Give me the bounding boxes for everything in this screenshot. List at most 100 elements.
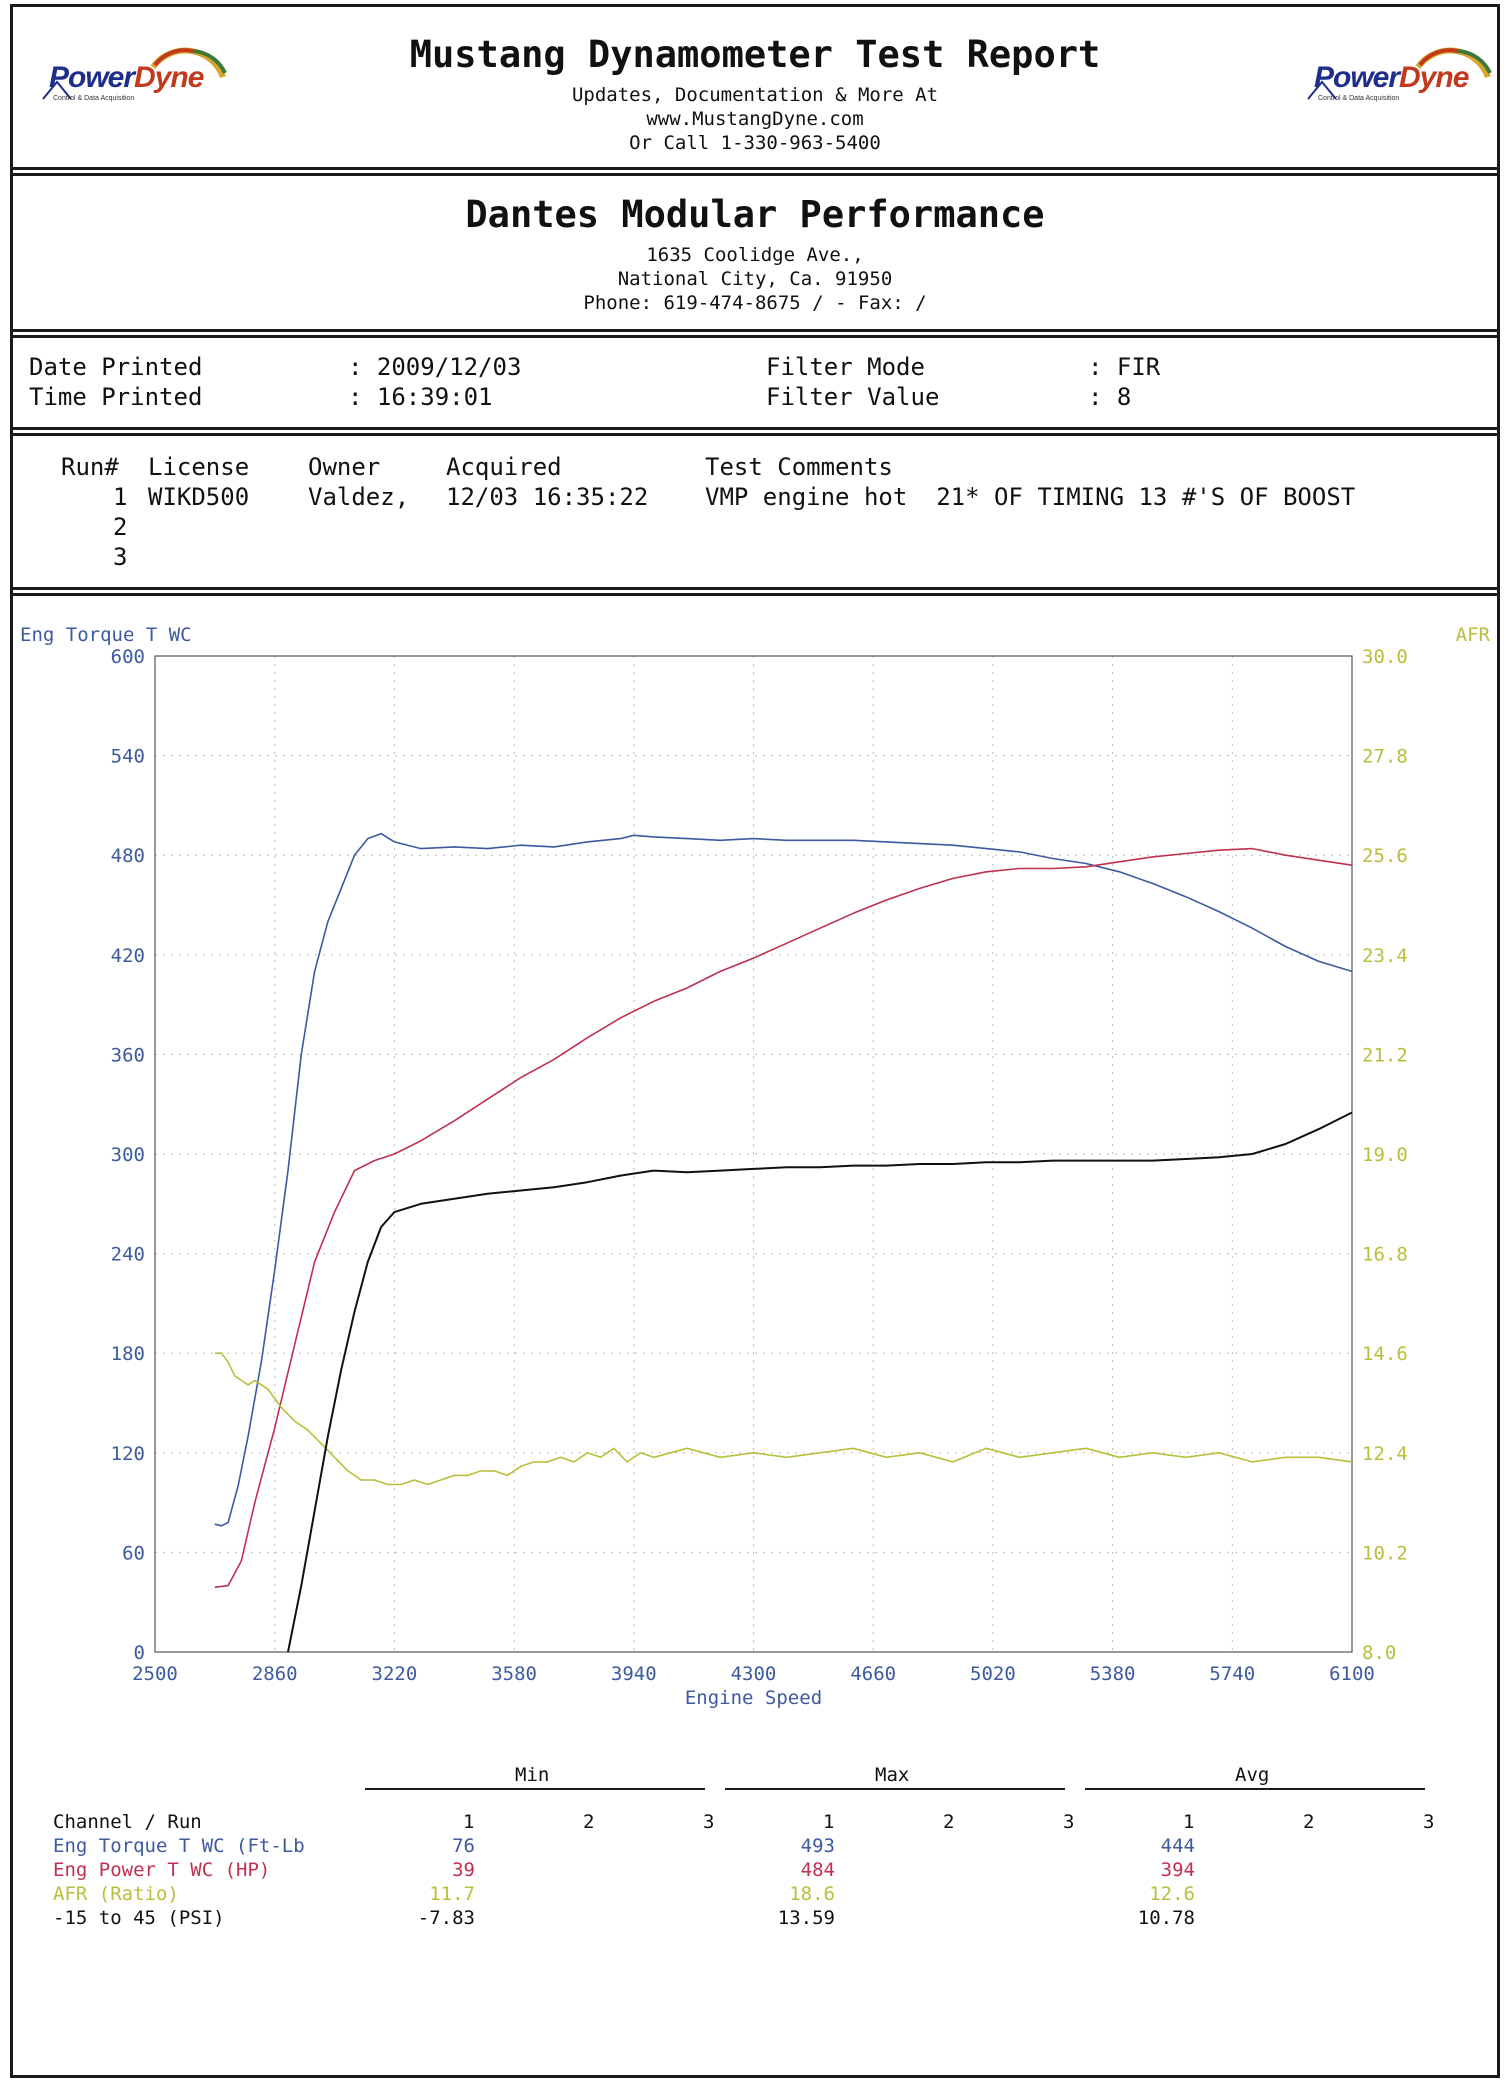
powerdyne-logo-right: PowerDyne Control & Data Acquisition: [1288, 37, 1498, 112]
y2-tick-label: 19.0: [1362, 1144, 1408, 1166]
x-tick-label: 4660: [850, 1663, 896, 1685]
y-tick-label: 360: [111, 1044, 145, 1066]
logo-arc-icon: [42, 47, 227, 100]
logo-text: PowerDyne: [49, 61, 204, 94]
filter-value-label: Filter Value: [766, 383, 940, 411]
stats-avg-value: 394: [1160, 1859, 1195, 1881]
runs-header-license: License: [148, 453, 250, 481]
logo-arc-icon: [1307, 47, 1492, 100]
logo-text: PowerDyne: [1314, 61, 1469, 94]
stats-max-value: 493: [800, 1835, 835, 1857]
y2-tick-label: 16.8: [1362, 1244, 1408, 1266]
runs-header-comments: Test Comments: [705, 453, 893, 481]
stats-min-value: 11.7: [429, 1883, 475, 1905]
stats-channel-header: Channel / Run: [53, 1811, 202, 1833]
runs-header-owner: Owner: [308, 453, 381, 481]
stats-max-value: 18.6: [789, 1883, 835, 1905]
y-tick-label: 600: [111, 646, 145, 668]
stats-run-col: 3: [1063, 1811, 1075, 1833]
filter-mode-label: Filter Mode: [766, 353, 925, 381]
header-phone: Or Call 1-330-963-5400: [629, 132, 881, 154]
stats-run-col: 1: [1183, 1811, 1195, 1833]
stats-run-col: 3: [703, 1811, 715, 1833]
shop-phone: Phone: 619-474-8675 / - Fax: /: [583, 292, 927, 314]
shop-name: Dantes Modular Performance: [465, 193, 1045, 236]
time-printed-label: Time Printed: [29, 383, 203, 411]
stats-run-col: 2: [583, 1811, 595, 1833]
report-title: Mustang Dynamometer Test Report: [409, 33, 1101, 76]
stats-channel-name: Eng Torque T WC (Ft-Lb: [53, 1835, 305, 1857]
header-website: www.MustangDyne.com: [646, 108, 864, 130]
x-tick-label: 5380: [1090, 1663, 1136, 1685]
x-tick-label: 5740: [1209, 1663, 1255, 1685]
stats-max-value: 13.59: [777, 1907, 835, 1929]
runs-header-acquired: Acquired: [446, 453, 562, 481]
series-line-boost: [287, 1111, 1353, 1653]
divider: [13, 427, 1497, 430]
x-tick-label: 4300: [731, 1663, 777, 1685]
time-printed-value: : 16:39:01: [348, 383, 493, 411]
run-number: 3: [113, 543, 128, 571]
y2-axis-label: AFR: [1456, 624, 1491, 646]
y-tick-label: 60: [122, 1542, 145, 1564]
stats-run-col: 3: [1423, 1811, 1435, 1833]
y-tick-label: 240: [111, 1244, 145, 1266]
y-tick-label: 540: [111, 746, 145, 768]
y-axis-label: Eng Torque T WC: [20, 624, 192, 646]
stats-group-min: Min: [515, 1764, 550, 1786]
logo-tagline: Control & Data Acquisition: [53, 95, 135, 102]
x-tick-label: 3220: [372, 1663, 418, 1685]
header-line-1: Updates, Documentation & More At: [571, 84, 939, 106]
logo-tagline: Control & Data Acquisition: [1318, 95, 1400, 102]
y2-tick-label: 10.2: [1362, 1542, 1408, 1564]
stats-group-max: Max: [875, 1764, 910, 1786]
divider: [13, 433, 1497, 436]
plot-frame: [154, 655, 1353, 1653]
run-owner: Valdez,: [308, 483, 410, 511]
x-tick-label: 2500: [132, 1663, 178, 1685]
x-tick-label: 3940: [611, 1663, 657, 1685]
run-number: 2: [113, 513, 128, 541]
x-tick-label: 5020: [970, 1663, 1016, 1685]
divider: [13, 173, 1497, 176]
series-line-afr: [214, 1352, 1353, 1486]
divider: [13, 167, 1497, 170]
runs-header-run: Run#: [61, 453, 119, 481]
x-tick-label: 6100: [1329, 1663, 1375, 1685]
stats-min-value: -7.83: [417, 1907, 475, 1929]
stats-run-col: 2: [1303, 1811, 1315, 1833]
filter-value-value: : 8: [1088, 383, 1132, 411]
stats-avg-value: 444: [1160, 1835, 1195, 1857]
series-line-torque: [214, 832, 1353, 1527]
divider: [13, 335, 1497, 338]
stats-rule-avg: [1085, 1788, 1425, 1790]
y2-tick-label: 14.6: [1362, 1343, 1408, 1365]
y-tick-label: 180: [111, 1343, 145, 1365]
y-tick-label: 0: [134, 1642, 145, 1664]
stats-avg-value: 12.6: [1149, 1883, 1195, 1905]
run-number: 1: [113, 483, 128, 511]
shop-address-1: 1635 Coolidge Ave.,: [646, 244, 864, 266]
stats-run-col: 1: [823, 1811, 835, 1833]
y2-tick-label: 23.4: [1362, 945, 1408, 967]
y2-tick-label: 21.2: [1362, 1044, 1408, 1066]
shop-address-2: National City, Ca. 91950: [617, 268, 893, 290]
stats-run-col: 2: [943, 1811, 955, 1833]
divider: [13, 587, 1497, 590]
stats-channel-name: -15 to 45 (PSI): [53, 1907, 225, 1929]
run-acquired: 12/03 16:35:22: [446, 483, 649, 511]
x-axis-label: Engine Speed: [685, 1687, 822, 1709]
date-printed-label: Date Printed: [29, 353, 203, 381]
report-page: PowerDyne Control & Data Acquisition Pow…: [10, 4, 1500, 2078]
run-comments: VMP engine hot 21* OF TIMING 13 #'S OF B…: [705, 483, 1356, 511]
stats-group-avg: Avg: [1235, 1764, 1270, 1786]
y-tick-label: 300: [111, 1144, 145, 1166]
stats-channel-name: AFR (Ratio): [53, 1883, 179, 1905]
y2-tick-label: 30.0: [1362, 646, 1408, 668]
y-tick-label: 480: [111, 845, 145, 867]
filter-mode-value: : FIR: [1088, 353, 1161, 381]
stats-min-value: 39: [452, 1859, 475, 1881]
stats-min-value: 76: [452, 1835, 475, 1857]
divider: [13, 329, 1497, 332]
